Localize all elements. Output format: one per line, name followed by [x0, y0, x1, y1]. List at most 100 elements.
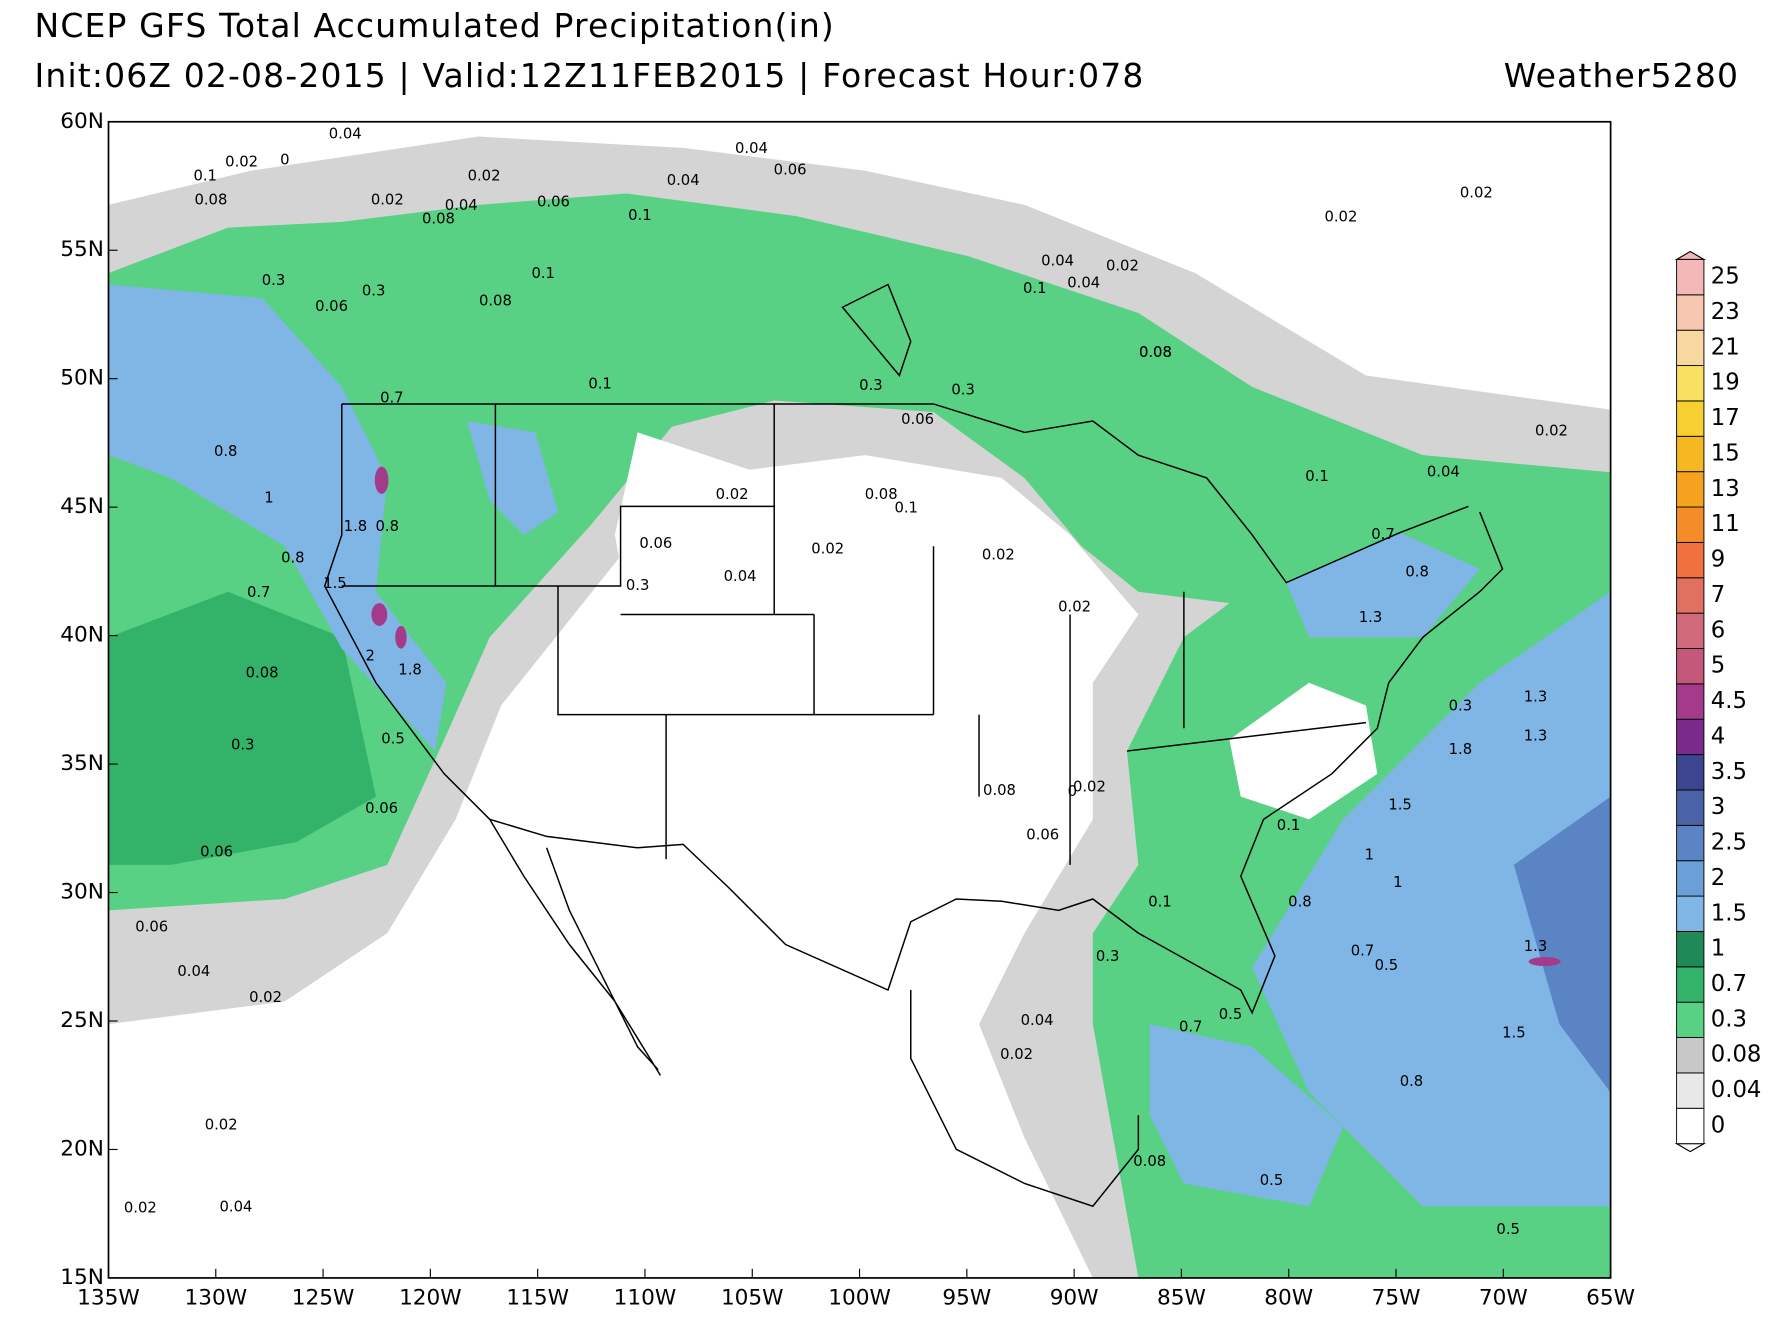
contour-label: 0.02: [371, 191, 404, 208]
y-tick-label: 30N: [60, 880, 104, 905]
colorbar-label: 7: [1711, 582, 1725, 608]
contour-label: 0.08: [479, 293, 512, 310]
contour-label: 0.06: [901, 411, 934, 428]
contour-label: 0.1: [1023, 280, 1047, 297]
contour-label: 0.1: [531, 265, 555, 282]
colorbar-label: 11: [1711, 511, 1740, 537]
colorbar-label: 17: [1711, 405, 1740, 431]
colorbar-swatch: [1676, 824, 1705, 862]
colorbar-label: 0.3: [1711, 1006, 1747, 1032]
colorbar-swatch: [1676, 1001, 1705, 1039]
contour-label: 0.02: [1106, 257, 1139, 274]
colorbar-label: 0.08: [1711, 1042, 1762, 1068]
contour-label: 0.06: [200, 843, 233, 860]
contour-label: 0.3: [1449, 698, 1473, 715]
contour-label: 1.3: [1524, 689, 1548, 706]
colorbar-swatch: [1676, 400, 1705, 437]
contour-label: 0.8: [214, 443, 238, 460]
contour-label: 0.02: [1058, 599, 1091, 616]
contour-label: 0.02: [124, 1200, 157, 1217]
x-tick-label: 115W: [506, 1285, 569, 1310]
colorbar-swatch: [1676, 966, 1705, 1003]
colorbar-swatch: [1676, 365, 1705, 402]
subtitle: Init:06Z 02-08-2015 | Valid:12Z11FEB2015…: [35, 56, 1145, 95]
contour-label: 0.8: [281, 550, 305, 567]
contour-label: 0.8: [1400, 1073, 1424, 1090]
contour-label: 0.7: [1371, 526, 1395, 543]
colorbar-label: 13: [1711, 476, 1740, 502]
contour-label: 0.7: [380, 389, 404, 406]
contour-label: 0.02: [468, 167, 501, 184]
contour-label: 0.5: [1375, 957, 1399, 974]
colorbar-swatch: [1676, 930, 1705, 968]
colorbar-label: 0.7: [1711, 971, 1747, 997]
contour-label: 0.06: [1026, 826, 1059, 843]
colorbar-label: 21: [1711, 334, 1740, 360]
colorbar-label: 3.5: [1711, 759, 1747, 785]
contour-label: 0.02: [811, 541, 844, 558]
contour-label: 1.3: [1524, 727, 1548, 744]
contour-label: 0.02: [716, 486, 749, 503]
contour-label: 0.7: [1351, 942, 1375, 959]
contour-label: 0.3: [262, 272, 286, 289]
contour-label: 0.04: [735, 140, 768, 157]
contour-label: 1: [1393, 874, 1402, 891]
contour-label: 0.3: [362, 282, 386, 299]
x-tick-label: 80W: [1264, 1285, 1313, 1310]
colorbar-swatch: [1676, 1072, 1705, 1109]
colorbar-label: 19: [1711, 370, 1740, 396]
colorbar-label: 5: [1711, 653, 1725, 679]
precip-field: [108, 121, 1611, 1278]
contour-label: 0.3: [951, 381, 975, 398]
contour-label: 0.3: [626, 577, 650, 594]
contour-label: 1.3: [1524, 938, 1548, 955]
y-tick-label: 40N: [60, 623, 104, 648]
colorbar-swatch: [1676, 648, 1705, 685]
x-tick-label: 125W: [292, 1285, 355, 1310]
contour-label: 1.5: [1502, 1024, 1526, 1041]
colorbar-bottom-arrow: [1674, 1143, 1707, 1153]
contour-label: 0.02: [982, 546, 1015, 563]
x-tick-label: 130W: [184, 1285, 247, 1310]
y-tick-label: 20N: [60, 1136, 104, 1161]
y-tick-label: 35N: [60, 751, 104, 776]
colorbar-label: 15: [1711, 440, 1740, 466]
y-tick-label: 55N: [60, 237, 104, 262]
colorbar-top-arrow: [1674, 250, 1707, 261]
contour-label: 1.3: [1359, 609, 1383, 626]
contour-label: 0.02: [249, 989, 282, 1006]
colorbar-label: 2.5: [1711, 830, 1747, 856]
boundaries: [323, 283, 1504, 1208]
colorbar-swatch: [1676, 541, 1705, 579]
colorbar-swatch: [1676, 471, 1705, 508]
x-tick-label: 135W: [77, 1285, 140, 1310]
x-tick-label: 105W: [721, 1285, 784, 1310]
colorbar-swatch: [1676, 435, 1705, 473]
colorbar-label: 4.5: [1711, 688, 1747, 714]
contour-label: 1.5: [1388, 797, 1412, 814]
colorbar-swatch: [1676, 329, 1705, 367]
contour-label: 0.02: [1324, 208, 1357, 225]
contour-label: 0.04: [329, 125, 362, 142]
colorbar-swatch: [1676, 1107, 1705, 1145]
colorbar-swatch: [1676, 612, 1705, 649]
contour-label: 0.1: [1277, 817, 1301, 834]
contour-label: 0.7: [247, 584, 271, 601]
contour-label: 1: [1365, 847, 1374, 864]
contour-label: 0.5: [1219, 1006, 1243, 1023]
contour-label: 0.1: [894, 500, 918, 517]
colorbar-label: 4: [1711, 723, 1725, 749]
x-tick-label: 75W: [1372, 1285, 1421, 1310]
colorbar-label: 0.04: [1711, 1077, 1762, 1103]
contour-label: 0.02: [205, 1116, 238, 1133]
contour-label: 0.04: [1067, 274, 1100, 291]
contour-label: 0.08: [1139, 344, 1172, 361]
contour-label: 0: [280, 151, 289, 168]
colorbar-swatch: [1676, 683, 1705, 720]
title: NCEP GFS Total Accumulated Precipitation…: [35, 6, 835, 45]
colorbar-swatch: [1676, 506, 1705, 543]
contour-label: 0.3: [1096, 948, 1120, 965]
contour-label: 0.8: [1288, 893, 1312, 910]
contour-label: 0.06: [537, 194, 570, 211]
contour-label: 1.8: [398, 661, 422, 678]
